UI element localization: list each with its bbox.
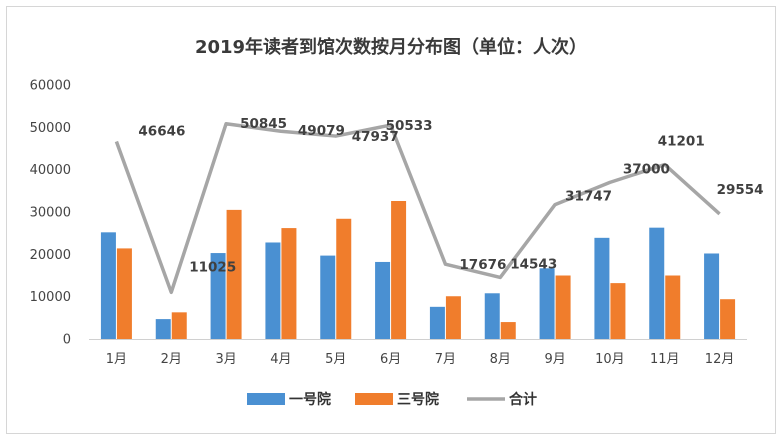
line-data-label: 11025 (189, 259, 236, 275)
line-heji (114, 122, 721, 295)
bar-yihaoyuan (155, 319, 171, 339)
line-data-label: 14543 (510, 256, 557, 272)
bar-yihaoyuan (100, 232, 116, 339)
x-tick-label: 8月 (490, 352, 511, 367)
bar-sanhaoyuan (336, 218, 352, 339)
bar-yihaoyuan (429, 306, 445, 339)
bar-sanhaoyuan (665, 275, 681, 339)
bar-sanhaoyuan (500, 322, 516, 339)
line-data-label: 47937 (352, 129, 399, 145)
bar-sanhaoyuan (171, 312, 187, 339)
bar-yihaoyuan (649, 227, 665, 339)
bar-yihaoyuan (210, 253, 226, 339)
chart-container: 2019年读者到馆次数按月分布图（单位：人次） 0 10000 20000 30000… (6, 6, 776, 434)
y-tick-label: 30000 (30, 206, 71, 221)
line-data-label: 41201 (658, 134, 705, 150)
x-tick-label: 6月 (380, 352, 401, 367)
bar-series-group (100, 200, 736, 339)
bar-sanhaoyuan (610, 283, 626, 339)
bar-sanhaoyuan (555, 275, 571, 339)
bar-sanhaoyuan (116, 248, 132, 339)
chart-title: 2019年读者到馆次数按月分布图（单位：人次） (195, 36, 587, 58)
line-data-label: 29554 (717, 182, 764, 198)
x-tick-label: 3月 (215, 352, 236, 367)
x-tick-label: 2月 (161, 352, 182, 367)
line-data-label: 31747 (565, 189, 612, 205)
y-tick-label: 0 (63, 333, 71, 348)
y-tick-label: 20000 (30, 248, 71, 263)
y-tick-label: 10000 (30, 290, 71, 305)
line-data-label: 46646 (138, 124, 185, 140)
x-tick-label: 10月 (595, 352, 625, 367)
bar-yihaoyuan (375, 261, 391, 339)
line-data-label: 50845 (240, 116, 287, 132)
legend-label: 三号院 (397, 391, 439, 408)
line-data-label: 49079 (298, 123, 345, 139)
x-tick-label: 1月 (106, 352, 127, 367)
bar-yihaoyuan (265, 242, 281, 339)
x-tick-label: 11月 (650, 352, 680, 367)
legend-swatch (247, 393, 285, 405)
x-tick-label: 5月 (325, 352, 346, 367)
line-data-label: 17676 (459, 257, 506, 273)
bar-yihaoyuan (539, 268, 555, 339)
legend-label: 合计 (509, 391, 537, 408)
x-tick-label: 12月 (705, 352, 735, 367)
bar-yihaoyuan (484, 293, 500, 339)
y-tick-label: 40000 (30, 163, 71, 178)
x-tick-label: 7月 (435, 352, 456, 367)
x-tick-label: 4月 (270, 352, 291, 367)
legend-label: 一号院 (289, 391, 331, 408)
bar-sanhaoyuan (391, 200, 407, 339)
bar-yihaoyuan (704, 253, 720, 339)
y-axis: 0 10000 20000 30000 40000 50000 60000 (30, 79, 71, 348)
line-data-label: 50533 (386, 118, 433, 134)
legend-swatch (355, 393, 393, 405)
legend: 一号院 三号院 合计 (247, 391, 537, 408)
bar-sanhaoyuan (445, 296, 461, 339)
x-axis: 1月 2月 3月 4月 5月 6月 7月 8月 9月 10月 11月 12月 (89, 339, 747, 367)
line-data-label: 37000 (623, 161, 670, 177)
y-tick-label: 50000 (30, 121, 71, 136)
line-series-group (114, 122, 721, 295)
x-tick-label: 9月 (544, 352, 565, 367)
bar-sanhaoyuan (720, 299, 736, 339)
bar-sanhaoyuan (281, 228, 297, 339)
chart-svg: 2019年读者到馆次数按月分布图（单位：人次） 0 10000 20000 30000… (30, 36, 764, 408)
bar-yihaoyuan (320, 255, 336, 339)
bar-yihaoyuan (594, 237, 610, 339)
bar-sanhaoyuan (226, 209, 242, 339)
y-tick-label: 60000 (30, 79, 71, 94)
